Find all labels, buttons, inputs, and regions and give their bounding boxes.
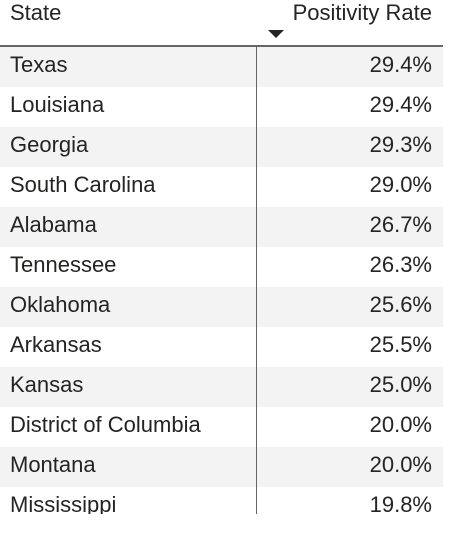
state-cell: South Carolina [10,172,156,197]
table-body: Texas 29.4% Louisiana 29.4% Georgia 29.3% Sout… [0,47,443,514]
state-cell: Louisiana [10,92,105,117]
table-header: State Positivity Rate [0,0,443,47]
state-cell: Kansas [10,372,84,397]
sort-arrow [268,30,284,38]
rate-cell: 25.5% [369,332,432,357]
table-row: South Carolina 29.0% [0,167,443,207]
rate-cell: 20.0% [369,452,432,477]
rate-cell: 29.4% [369,92,432,117]
table-row: Oklahoma 25.6% [0,287,443,327]
rate-cell: 19.8% [369,492,432,514]
table-row: Alabama 26.7% [0,207,443,247]
rate-cell: 29.0% [369,172,432,197]
state-cell: Mississippi [10,492,117,514]
state-cell: Montana [10,452,96,477]
state-cell: Texas [10,52,68,77]
rate-cell: 26.7% [369,212,432,237]
table-row: Montana 20.0% [0,447,443,487]
column-divider [256,47,257,514]
state-cell: Oklahoma [10,292,111,317]
state-cell: Tennessee [10,252,117,277]
table-row: Louisiana 29.4% [0,87,443,127]
rate-cell: 25.6% [369,292,432,317]
table-row: Texas 29.4% [0,47,443,87]
rate-cell: 20.0% [369,412,432,437]
table-row: Kansas 25.0% [0,367,443,407]
table-row: Mississippi 19.8% [0,487,443,514]
state-cell: Georgia [10,132,89,157]
state-cell: Arkansas [10,332,102,357]
rate-cell: 29.4% [369,52,432,77]
rate-cell: 25.0% [369,372,432,397]
rate-cell: 26.3% [369,252,432,277]
state-cell: District of Columbia [10,412,201,437]
state-cell: Alabama [10,212,97,237]
table-row: Tennessee 26.3% [0,247,443,287]
table-row: Georgia 29.3% [0,127,443,167]
column-header[interactable]: Positivity Rate [292,0,432,25]
column-header[interactable]: State [10,0,62,25]
table-row: District of Columbia 20.0% [0,407,443,447]
rate-cell: 29.3% [369,132,432,157]
table-row: Arkansas 25.5% [0,327,443,367]
